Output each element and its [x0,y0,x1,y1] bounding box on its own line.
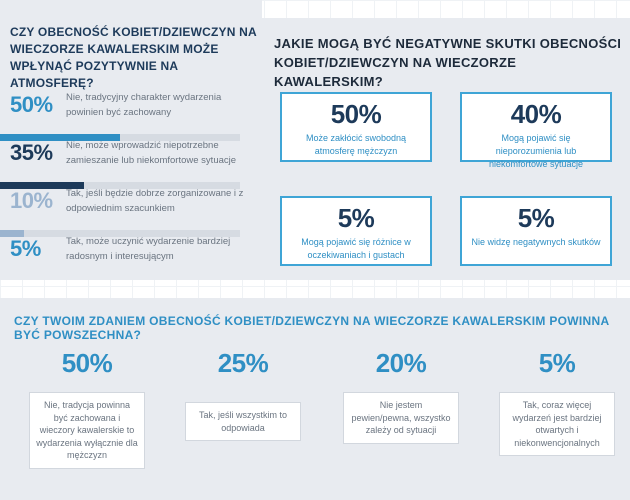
atmosphere-item: 50% Nie, tradycyjny charakter wydarzenia… [0,86,262,141]
atmosphere-item-pct: 50% [10,92,53,117]
commonness-item-text: Nie jestem pewien/pewna, wszystko zależy… [343,392,459,444]
commonness-item-pct: 5% [538,348,576,378]
panel-negative-effects-title: JAKIE MOGĄ BYĆ NEGATYWNE SKUTKI OBECNOŚC… [274,36,622,89]
commonness-item-pct: 50% [61,348,113,378]
negative-effect-card: 50% Może zakłócić swobodną atmosferę męż… [280,92,432,162]
atmosphere-item-bar-fill [0,182,84,189]
atmosphere-item-pct: 5% [10,236,41,261]
atmosphere-item-bar-fill [0,134,120,141]
atmosphere-item-text: Tak, jeśli będzie dobrze zorganizowane i… [66,188,244,214]
atmosphere-item: 35% Nie, może wprowadzić niepotrzebne za… [0,134,262,189]
commonness-item: 5% Tak, coraz więcej wydarzeń jest bardz… [492,348,622,456]
atmosphere-item-bar [0,182,240,189]
commonness-item: 20% Nie jestem pewien/pewna, wszystko za… [336,348,466,444]
negative-effect-text: Nie widzę negatywnych skutków [471,237,601,247]
negative-effect-text: Mogą pojawić się nieporozumienia lub nie… [488,133,584,169]
commonness-item: 50% Nie, tradycja powinna być zachowana … [22,348,152,469]
negative-effect-text: Mogą pojawić się różnice w oczekiwaniach… [301,237,411,260]
panel-commonness-title: CZY TWOIM ZDANIEM OBECNOŚĆ KOBIET/DZIEWC… [14,314,610,342]
atmosphere-item-pct: 10% [10,188,53,213]
negative-effect-card: 40% Mogą pojawić się nieporozumienia lub… [460,92,612,169]
negative-effect-pct: 5% [517,203,555,233]
panel-atmosphere-title: CZY OBECNOŚĆ KOBIET/DZIEWCZYN NA WIECZOR… [10,25,257,90]
atmosphere-item-bar [0,134,240,141]
commonness-item: 25% Tak, jeśli wszystkim to odpowiada [178,348,308,441]
negative-effect-pct: 5% [337,203,375,233]
atmosphere-item: 10% Tak, jeśli będzie dobrze zorganizowa… [0,182,262,237]
atmosphere-item-text: Nie, może wprowadzić niepotrzebne zamies… [66,140,237,166]
commonness-item-text: Nie, tradycja powinna być zachowana i wi… [29,392,145,469]
negative-effect-text: Może zakłócić swobodną atmosferę mężczyz… [305,133,407,156]
negative-effect-card: 5% Nie widzę negatywnych skutków [460,196,612,266]
panel-commonness: CZY TWOIM ZDANIEM OBECNOŚĆ KOBIET/DZIEWC… [0,298,630,500]
atmosphere-item-bar [0,230,240,237]
panel-negative-effects: JAKIE MOGĄ BYĆ NEGATYWNE SKUTKI OBECNOŚC… [262,18,630,280]
atmosphere-item-text: Nie, tradycyjny charakter wydarzenia pow… [66,92,222,118]
commonness-item-text: Tak, coraz więcej wydarzeń jest bardziej… [499,392,615,456]
atmosphere-item-bar-fill [0,230,24,237]
commonness-item-pct: 25% [217,348,269,378]
atmosphere-item-pct: 35% [10,140,53,165]
negative-effect-pct: 50% [330,99,382,129]
commonness-item-pct: 20% [375,348,427,378]
atmosphere-item-text: Tak, może uczynić wydarzenie bardziej ra… [66,236,231,262]
commonness-item-text: Tak, jeśli wszystkim to odpowiada [185,402,301,441]
panel-atmosphere: CZY OBECNOŚĆ KOBIET/DZIEWCZYN NA WIECZOR… [0,0,262,280]
negative-effect-pct: 40% [510,99,562,129]
negative-effect-card: 5% Mogą pojawić się różnice w oczekiwani… [280,196,432,266]
atmosphere-item: 5% Tak, może uczynić wydarzenie bardziej… [0,230,262,276]
